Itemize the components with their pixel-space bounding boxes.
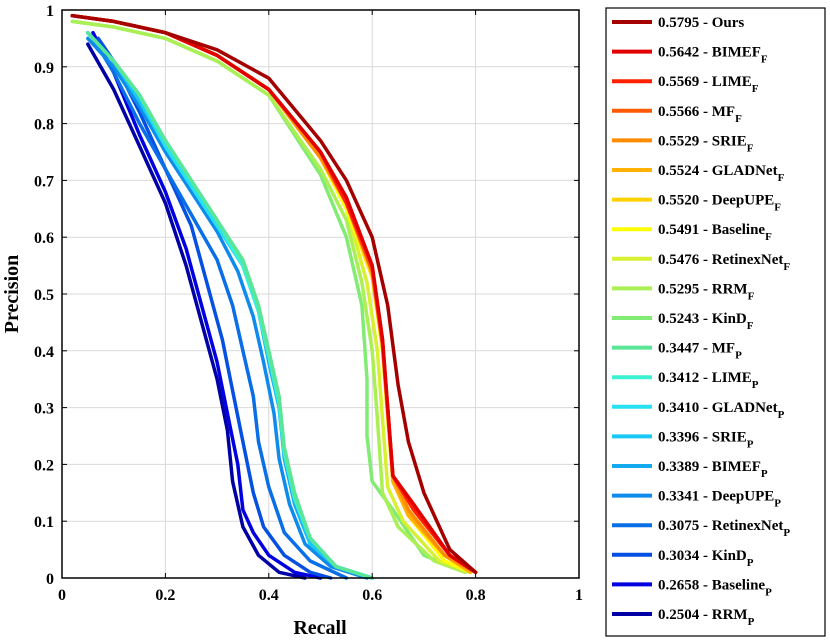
legend-entry: 0.5520 - DeepUPEF <box>658 193 781 214</box>
legend-entry: 0.3410 - GLADNetP <box>658 400 785 421</box>
y-tick-label: 0 <box>46 571 54 588</box>
x-axis-ticks: 0 0.2 0.4 0.6 0.8 1 <box>58 10 583 604</box>
x-tick-label: 0.4 <box>259 587 279 604</box>
series-line-kind-p <box>96 36 333 580</box>
series-line-ours <box>70 13 478 575</box>
y-tick-label: 0.2 <box>34 457 54 474</box>
legend-entry: 0.5524 - GLADNetF <box>658 163 785 184</box>
y-tick-label: 0.6 <box>34 230 54 247</box>
y-tick-label: 0.5 <box>34 287 54 304</box>
x-tick-label: 0.2 <box>155 587 175 604</box>
legend-entry: 0.5491 - BaselineF <box>658 222 772 243</box>
legend-entry: 0.5243 - KinDF <box>658 311 754 332</box>
legend-entry: 0.5295 - RRMF <box>658 281 755 302</box>
legend-entry: 0.3389 - BIMEFP <box>658 459 768 480</box>
legend-entry: 0.5476 - RetinexNetF <box>658 252 790 273</box>
y-tick-label: 0.4 <box>34 344 54 361</box>
y-tick-label: 1 <box>46 3 54 20</box>
y-axis-label: Precision <box>1 255 23 334</box>
y-tick-label: 0.9 <box>34 60 54 77</box>
legend-entry: 0.3341 - DeepUPEP <box>658 489 781 510</box>
x-tick-label: 0.8 <box>466 587 486 604</box>
series-line-deepupe-p <box>86 36 369 580</box>
series-line-mf-p <box>86 30 374 580</box>
legend-entry: 0.5642 - BIMEFF <box>658 45 768 66</box>
x-tick-label: 0 <box>58 587 66 604</box>
y-tick-label: 0.3 <box>34 401 54 418</box>
legend-entry: 0.5529 - SRIEF <box>658 133 754 154</box>
legend-entry: 0.5566 - MFF <box>658 104 742 125</box>
series-line-baseline-p <box>91 30 323 580</box>
legend: 0.5795 - Ours 0.5642 - BIMEFF 0.5569 - LIM… <box>605 7 826 637</box>
legend-entry: 0.3075 - RetinexNetP <box>658 518 790 539</box>
y-tick-label: 0.8 <box>34 117 54 134</box>
series-line-rrm-p <box>86 42 307 580</box>
series-line-rrm-f <box>70 19 468 575</box>
legend-entry: 0.3034 - KinDP <box>658 548 754 569</box>
legend-entry: 0.5795 - Ours <box>658 15 744 31</box>
y-tick-label: 0.1 <box>34 514 54 531</box>
legend-entry: 0.2504 - RRMP <box>658 607 755 628</box>
x-tick-label: 1 <box>575 587 583 604</box>
legend-entry: 0.3447 - MFP <box>658 341 742 362</box>
y-axis-ticks: 0 0.1 0.2 0.3 0.4 0.5 0.6 0.7 0.8 0.9 1 <box>34 3 579 588</box>
legend-entry: 0.5569 - LIMEF <box>658 74 759 95</box>
x-tick-label: 0.6 <box>362 587 382 604</box>
series-lines <box>70 13 478 580</box>
y-tick-label: 0.7 <box>34 173 54 190</box>
legend-entry: 0.3396 - SRIEP <box>658 429 754 450</box>
legend-entry: 0.2658 - BaselineP <box>658 577 772 598</box>
series-line-retinexnet-p <box>91 36 349 580</box>
legend-entry: 0.3412 - LIMEP <box>658 370 759 391</box>
x-axis-label: Recall <box>293 617 347 639</box>
